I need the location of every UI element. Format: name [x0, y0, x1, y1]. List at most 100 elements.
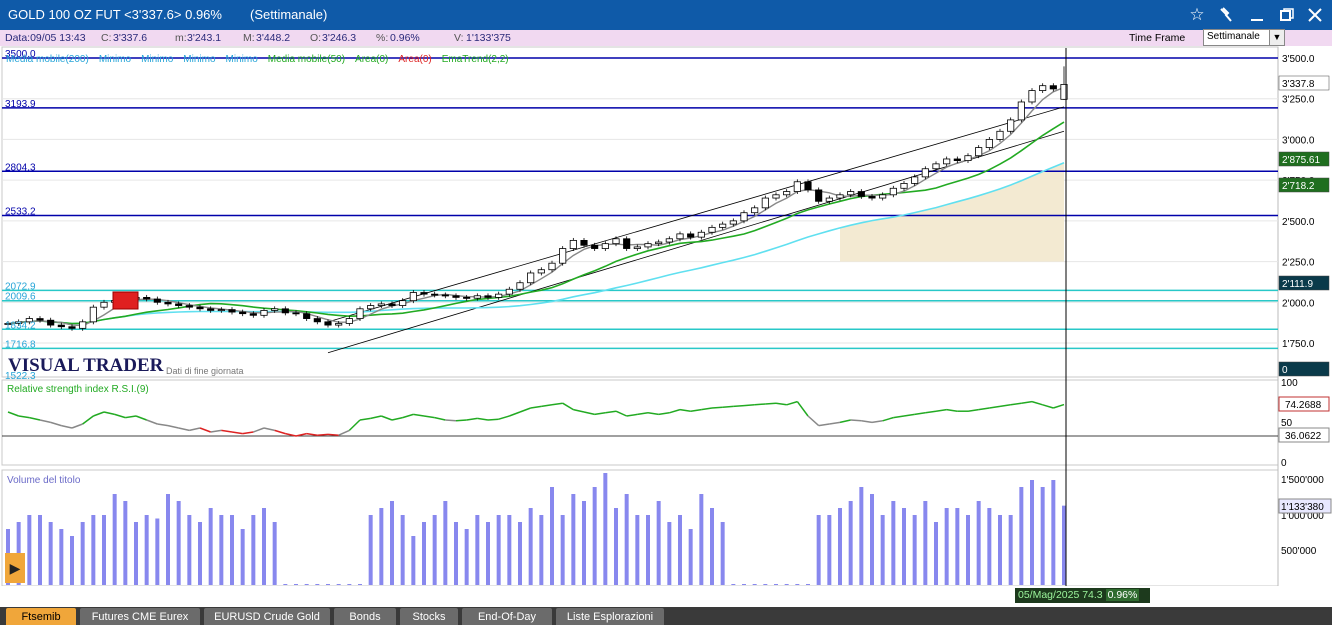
volume-bar — [390, 501, 394, 585]
volume-bar — [742, 584, 746, 585]
rsi-segment — [626, 413, 638, 417]
brand-logo: VISUAL TRADER — [8, 355, 164, 376]
volume-bar — [859, 487, 864, 585]
rsi-badge: 74.2688 — [1285, 400, 1322, 411]
rsi-segment — [253, 427, 265, 433]
candle-body — [847, 191, 855, 196]
rsi-segment — [7, 411, 19, 417]
rsi-segment — [605, 410, 617, 414]
volume-bar — [902, 508, 906, 585]
candle-body — [697, 231, 705, 238]
rsi-segment — [135, 415, 147, 421]
time-frame-value: Settimanale — [1207, 31, 1260, 42]
volume-bar — [603, 473, 608, 585]
rsi-segment — [402, 413, 414, 419]
rsi-segment — [477, 417, 489, 421]
candle-body — [548, 262, 556, 271]
rsi-segment — [925, 410, 937, 414]
tab-stocks[interactable]: Stocks — [400, 608, 458, 625]
rsi-segment — [786, 400, 798, 406]
rsi-segment — [306, 432, 318, 436]
rsi-segment — [733, 404, 745, 408]
tab-futures-cme-eurex[interactable]: Futures CME Eurex — [80, 608, 200, 625]
min-value: 3'243.1 — [187, 32, 222, 44]
volume-bar — [720, 522, 725, 585]
volume-bar — [134, 522, 138, 585]
legend-item: Minimo — [226, 54, 259, 65]
chevron-down-icon[interactable]: ▼ — [1269, 30, 1284, 45]
rsi-segment — [1010, 402, 1022, 406]
candle-body — [879, 194, 887, 199]
candle-body — [985, 139, 993, 148]
close-value: 3'337.6 — [113, 32, 148, 44]
price-badge: 2'111.9 — [1282, 279, 1313, 290]
level-label: 2072.9 — [5, 281, 36, 292]
volume-bar — [699, 494, 704, 585]
rsi-segment — [434, 416, 446, 421]
volume-bar — [891, 501, 896, 585]
time-frame-select[interactable]: Settimanale ▼ — [1203, 29, 1285, 46]
candle-body — [153, 298, 161, 303]
pct-label: %: — [376, 32, 389, 44]
maximize-icon[interactable] — [1276, 4, 1298, 26]
volume-bar — [70, 536, 74, 585]
tab-eurusd-crude-gold[interactable]: EURUSD Crude Gold — [204, 608, 330, 625]
candle-body — [185, 305, 193, 308]
rsi-segment — [679, 408, 691, 412]
volume-bar — [230, 515, 234, 585]
rsi-segment — [935, 408, 947, 412]
volume-bar — [518, 522, 522, 585]
volume-bar — [400, 515, 405, 585]
tab-liste-esplorazioni[interactable]: Liste Esplorazioni — [556, 608, 664, 625]
rsi-segment — [61, 424, 73, 429]
candle-body — [900, 182, 908, 189]
pin-icon[interactable] — [1215, 4, 1237, 26]
rsi-segment — [765, 402, 777, 405]
volume-bar — [528, 508, 533, 585]
candle-body — [377, 303, 385, 306]
volume-bar — [251, 515, 256, 585]
rsi-tick: 100 — [1281, 378, 1298, 389]
tab-bonds[interactable]: Bonds — [334, 608, 396, 625]
rsi-title: Relative strength index R.S.I.(9) — [7, 384, 149, 395]
volume-tick: 1'000'000 — [1281, 511, 1324, 522]
volume-bar — [198, 522, 202, 585]
volume-bar — [838, 508, 842, 585]
legend-item: Media mobile(200) — [6, 54, 89, 65]
level-label: 1834.2 — [5, 320, 36, 331]
legend-item: Area(0) — [355, 54, 388, 65]
rsi-segment — [413, 413, 425, 417]
legend-item: Minimo — [141, 54, 174, 65]
candle-body — [676, 233, 684, 240]
tab-end-of-day[interactable]: End-Of-Day — [462, 608, 552, 625]
expand-panel-button[interactable]: ▶ — [5, 553, 25, 583]
candle-body — [367, 305, 375, 310]
candles — [4, 66, 1068, 331]
close-icon[interactable] — [1304, 4, 1326, 26]
price-badge-bg — [1278, 361, 1330, 377]
volume-bar — [560, 515, 565, 585]
minimize-icon[interactable] — [1246, 4, 1268, 26]
volume-bar — [379, 508, 384, 585]
candle-body — [580, 239, 588, 246]
cursor-pct: 0.96% — [1105, 589, 1140, 601]
volume-bar — [48, 522, 53, 585]
rsi-segment — [50, 421, 62, 427]
rsi-segment — [29, 416, 41, 421]
volume-bar — [795, 584, 800, 585]
rsi-segment — [199, 427, 211, 433]
channel-line-upper — [327, 106, 1065, 323]
candle-body — [345, 318, 353, 324]
volume-bar — [411, 536, 416, 585]
rsi-segment — [391, 416, 403, 421]
tab-ftsemib[interactable]: Ftsemib — [6, 608, 76, 625]
rsi-segment — [39, 419, 51, 424]
quote-infobar: Data:09/05 13:43 C: 3'337.6 m: 3'243.1 M… — [0, 30, 1332, 46]
open-value: 3'246.3 — [322, 32, 357, 44]
star-icon[interactable]: ☆ — [1189, 5, 1205, 24]
candle-body — [996, 130, 1004, 140]
candle-body — [964, 155, 972, 161]
price-badge-bg — [1278, 177, 1330, 193]
